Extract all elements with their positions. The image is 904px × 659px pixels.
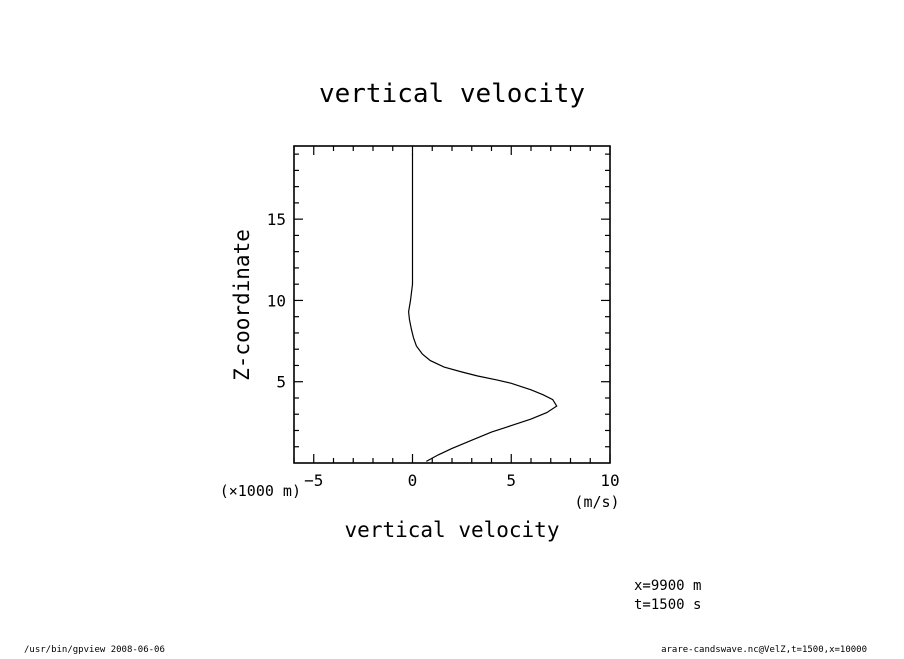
x-tick-label: −5: [304, 471, 323, 490]
y-axis-title: Z-coordinate: [230, 229, 254, 381]
y-axis-ticks: 5 10 15: [267, 153, 610, 448]
plot-area: [407, 154, 558, 462]
chart-title: vertical velocity: [319, 79, 585, 109]
position-annotation: x=9900 m: [634, 578, 701, 594]
plot-frame: [293, 145, 611, 464]
time-annotation: t=1500 s: [634, 597, 701, 613]
y-tick-label: 5: [276, 373, 286, 392]
x-axis-ticks: −5 0 5 10: [293, 146, 620, 490]
x-unit-label: (m/s): [574, 493, 619, 511]
footer-left: /usr/bin/gpview 2008-06-06: [24, 645, 165, 654]
x-tick-label: 10: [600, 471, 619, 490]
y-unit-label: (×1000 m): [220, 482, 301, 500]
y-tick-label: 15: [267, 210, 286, 229]
x-axis-title: vertical velocity: [345, 518, 560, 542]
series-line-0: [407, 154, 558, 462]
y-tick-label: 10: [267, 291, 286, 310]
footer-right: arare-candswave.nc@VelZ,t=1500,x=10000: [661, 645, 867, 654]
x-tick-label: 0: [408, 471, 418, 490]
x-tick-label: 5: [506, 471, 516, 490]
